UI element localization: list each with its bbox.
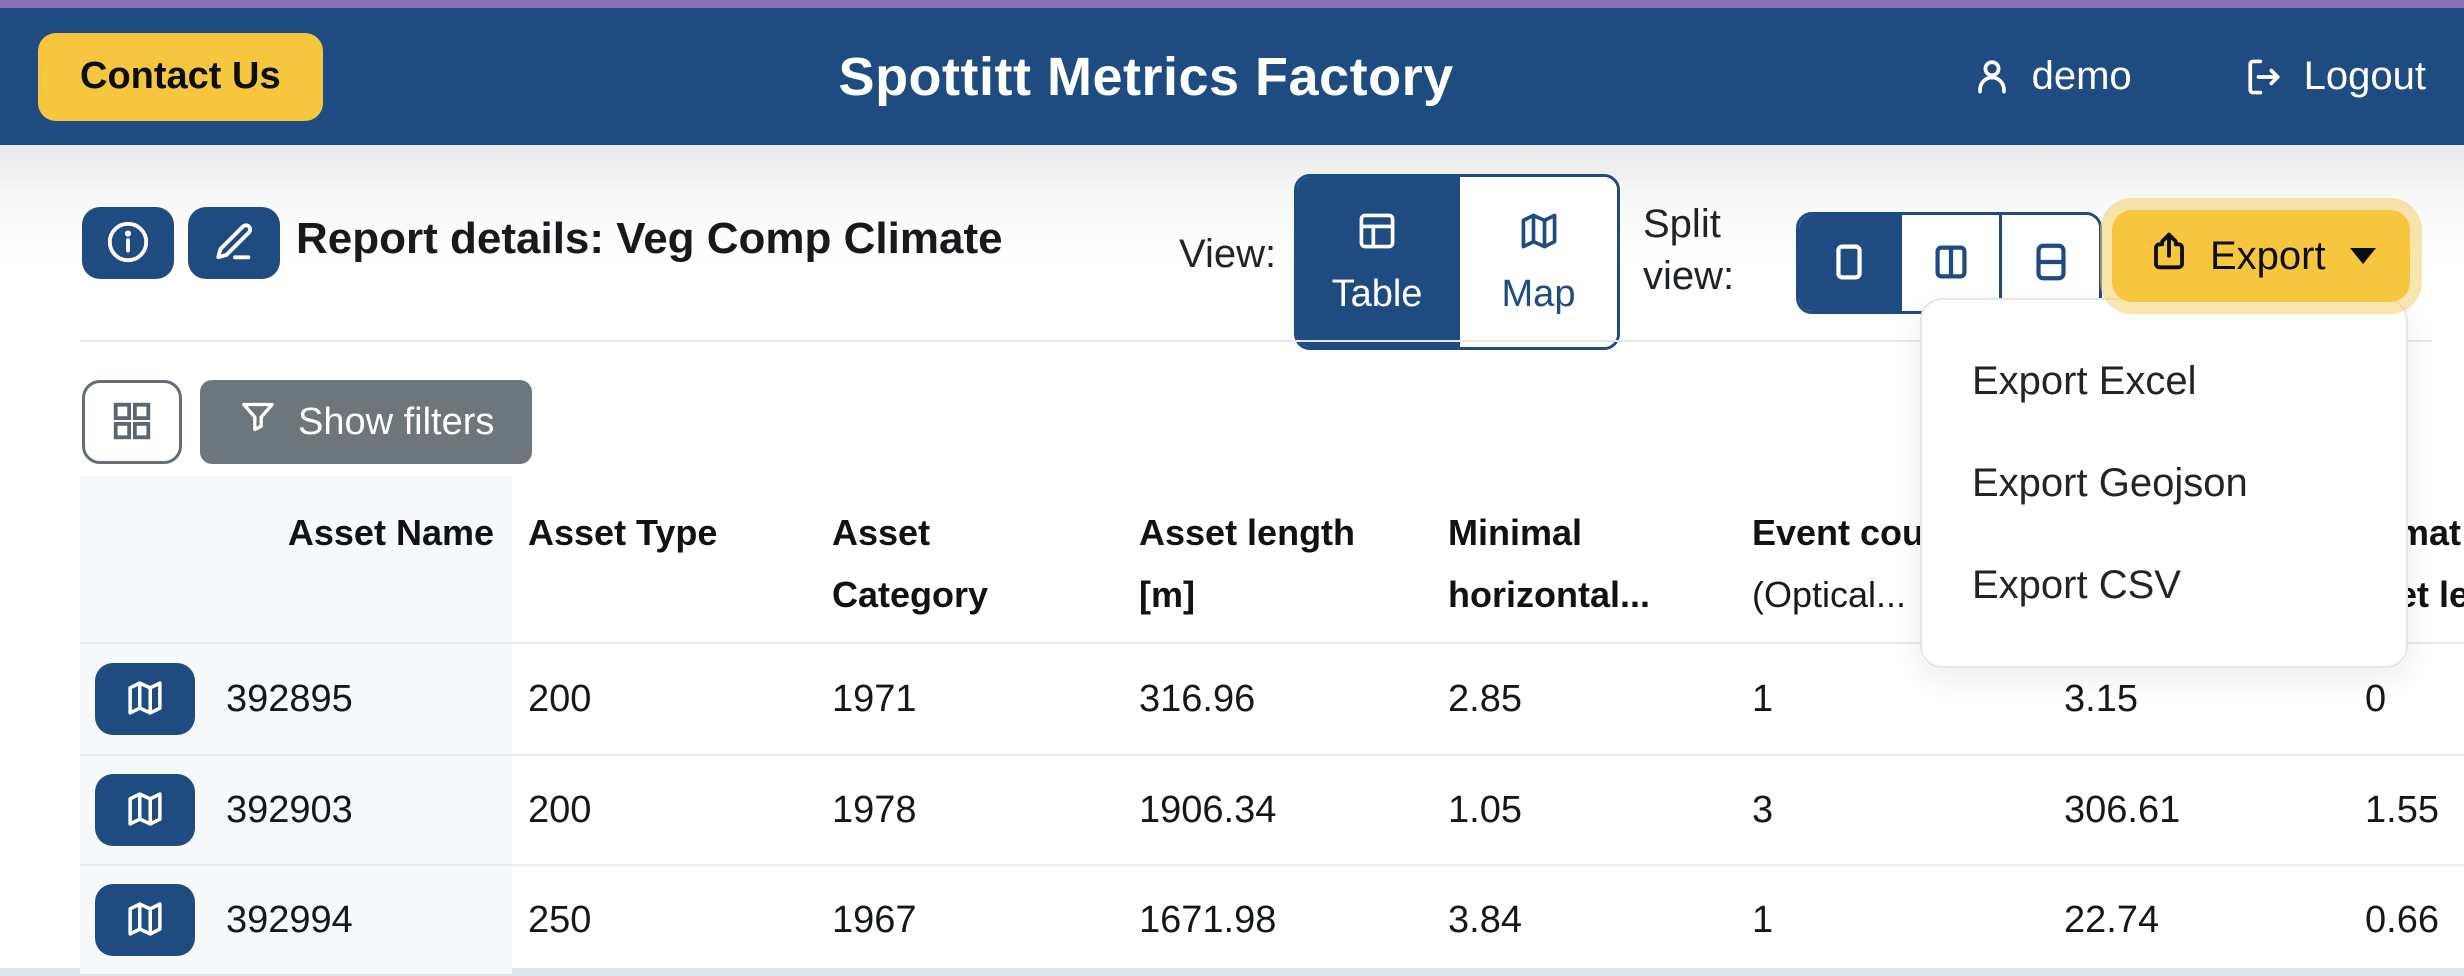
column-layout-button[interactable] xyxy=(82,380,182,464)
report-title: Report details: Veg Comp Climate xyxy=(296,214,1003,263)
column-header-asset-name[interactable]: Asset Name xyxy=(210,476,512,642)
table-row[interactable]: 392903 200 1978 1906.34 1.05 3 306.61 1.… xyxy=(80,754,2464,864)
cell-col8: 3.15 xyxy=(2064,677,2138,720)
top-navbar: Contact Us Spottitt Metrics Factory demo… xyxy=(0,8,2464,145)
show-on-map-button[interactable] xyxy=(95,884,195,956)
navbar-right-group: demo Logout xyxy=(1970,54,2426,99)
view-table-button[interactable]: Table xyxy=(1297,177,1457,347)
cell-asset-category: 1967 xyxy=(816,864,1123,974)
show-filters-label: Show filters xyxy=(298,400,495,443)
browser-top-strip xyxy=(0,0,2464,8)
column-header-minimal-horizontal[interactable]: Minimal horizontal... xyxy=(1448,512,1650,615)
map-icon xyxy=(124,677,166,722)
toolbar-divider xyxy=(80,340,2432,342)
map-icon xyxy=(1517,209,1561,263)
user-icon xyxy=(1970,55,2014,99)
export-upload-icon xyxy=(2146,228,2192,284)
view-label: View: xyxy=(1179,232,1277,276)
info-icon xyxy=(105,219,151,268)
column-header-map xyxy=(80,476,210,642)
export-button[interactable]: Export xyxy=(2112,210,2410,302)
filter-funnel-icon xyxy=(238,397,278,447)
show-filters-button[interactable]: Show filters xyxy=(200,380,533,464)
table-row[interactable]: 392895 200 1971 316.96 2.85 1 3.15 0 xyxy=(80,644,2464,754)
assets-table: Asset Name Asset Type Asset Category Ass… xyxy=(80,476,2464,974)
cell-col8: 306.61 xyxy=(2048,754,2349,864)
split-view-label: Split view: xyxy=(1643,202,1735,298)
cell-asset-length: 316.96 xyxy=(1139,677,1256,720)
username-label: demo xyxy=(2031,54,2132,98)
cell-asset-length: 1671.98 xyxy=(1123,864,1432,974)
vertical-split-icon xyxy=(1928,239,1974,288)
table-icon xyxy=(1355,209,1399,263)
show-on-map-button[interactable] xyxy=(95,663,195,735)
cell-event-count: 1 xyxy=(1736,864,2048,974)
report-info-button[interactable] xyxy=(82,207,174,279)
logout-label: Logout xyxy=(2303,54,2426,98)
column-header-event-count[interactable]: Event cou (Optical... xyxy=(1752,512,1925,615)
contact-us-button[interactable]: Contact Us xyxy=(38,32,323,121)
cell-asset-category: 1971 xyxy=(832,677,917,720)
map-icon xyxy=(124,788,166,833)
cell-col9: 0.66 xyxy=(2349,864,2464,974)
column-header-asset-category[interactable]: Asset Category xyxy=(832,512,989,615)
cell-event-count: 1 xyxy=(1752,677,1774,720)
menu-item-export-geojson[interactable]: Export Geojson xyxy=(1972,460,2248,505)
split-horizontal-button[interactable] xyxy=(1999,215,2099,311)
app-title: Spottitt Metrics Factory xyxy=(838,46,1454,107)
report-edit-button[interactable] xyxy=(188,207,280,279)
horizontal-split-icon xyxy=(2028,239,2074,288)
split-view-toggle xyxy=(1796,212,2102,314)
show-on-map-button[interactable] xyxy=(95,774,195,846)
split-single-pane-button[interactable] xyxy=(1799,215,1899,311)
cell-asset-type: 250 xyxy=(512,864,816,974)
cell-minimal-horizontal: 3.84 xyxy=(1432,864,1736,974)
logout-icon xyxy=(2242,55,2286,99)
single-pane-icon xyxy=(1826,239,1872,288)
cell-asset-category: 1978 xyxy=(816,754,1123,864)
grid-icon xyxy=(109,398,155,447)
view-map-button[interactable]: Map xyxy=(1457,177,1617,347)
view-map-label: Map xyxy=(1501,272,1576,315)
table-header-row: Asset Name Asset Type Asset Category Ass… xyxy=(80,476,2464,644)
cell-asset-type: 200 xyxy=(512,754,816,864)
menu-item-export-csv[interactable]: Export CSV xyxy=(1972,562,2181,607)
export-dropdown-menu: Export Excel Export Geojson Export CSV xyxy=(1920,298,2408,668)
chevron-down-icon xyxy=(2349,248,2376,264)
cell-minimal-horizontal: 1.05 xyxy=(1432,754,1736,864)
view-table-label: Table xyxy=(1331,272,1423,315)
pencil-icon xyxy=(211,219,257,268)
cell-asset-type: 200 xyxy=(528,677,592,720)
column-header-asset-type[interactable]: Asset Type xyxy=(528,512,718,553)
export-label: Export xyxy=(2210,233,2326,278)
cell-event-count: 3 xyxy=(1736,754,2048,864)
map-icon xyxy=(124,898,166,943)
cell-col8: 22.74 xyxy=(2048,864,2349,974)
cell-asset-length: 1906.34 xyxy=(1123,754,1432,864)
user-menu[interactable]: demo xyxy=(1970,54,2132,99)
table-row[interactable]: 392994 250 1967 1671.98 3.84 1 22.74 0.6… xyxy=(80,864,2464,974)
next-row-edge xyxy=(0,968,2464,976)
menu-item-export-excel[interactable]: Export Excel xyxy=(1972,358,2197,403)
view-toggle: Table Map xyxy=(1294,174,1620,350)
split-vertical-button[interactable] xyxy=(1899,215,1999,311)
cell-minimal-horizontal: 2.85 xyxy=(1448,677,1522,720)
cell-asset-name: 392895 xyxy=(210,644,512,754)
cell-asset-name: 392994 xyxy=(210,864,512,974)
cell-col9: 1.55 xyxy=(2349,754,2464,864)
logout-button[interactable]: Logout xyxy=(2242,54,2426,99)
cell-asset-name: 392903 xyxy=(210,754,512,864)
column-header-asset-length[interactable]: Asset length [m] xyxy=(1139,512,1356,615)
cell-col9: 0 xyxy=(2365,677,2387,720)
